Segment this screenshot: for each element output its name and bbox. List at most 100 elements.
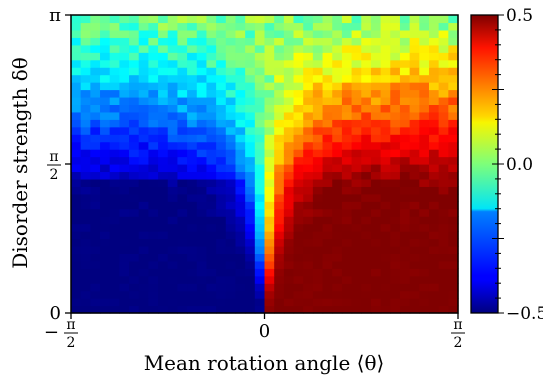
heatmap-cell bbox=[167, 238, 179, 247]
heatmap-cell bbox=[109, 15, 120, 24]
colorbar-tick-label: 0.5 bbox=[506, 6, 533, 26]
heatmap-cell bbox=[167, 260, 179, 269]
heatmap-cell bbox=[129, 44, 140, 53]
heatmap-cell bbox=[90, 268, 101, 277]
heatmap-cell bbox=[438, 208, 449, 217]
heatmap-cell bbox=[283, 283, 295, 292]
x-axis: − π20 π2 bbox=[44, 313, 465, 351]
heatmap-cell bbox=[138, 52, 150, 61]
heatmap-cell bbox=[419, 238, 430, 247]
heatmap-cell bbox=[167, 216, 179, 225]
heatmap-cell bbox=[409, 164, 420, 173]
heatmap-cell bbox=[254, 141, 266, 150]
heatmap-cell bbox=[245, 290, 256, 299]
heatmap-cell bbox=[448, 141, 459, 150]
heatmap-cell bbox=[264, 119, 275, 128]
heatmap-cell bbox=[138, 231, 150, 240]
heatmap-cell bbox=[100, 44, 111, 53]
heatmap-cell bbox=[119, 260, 130, 269]
heatmap-cell bbox=[293, 283, 304, 292]
heatmap-cell bbox=[254, 22, 266, 31]
heatmap-cell bbox=[100, 96, 111, 105]
heatmap-cell bbox=[129, 171, 140, 180]
heatmap-cell bbox=[245, 67, 256, 76]
heatmap-cell bbox=[225, 253, 237, 262]
heatmap-cell bbox=[438, 186, 449, 195]
heatmap-cell bbox=[245, 208, 256, 217]
heatmap-cell bbox=[187, 260, 198, 269]
heatmap-cell bbox=[119, 156, 130, 165]
heatmap-cell bbox=[438, 119, 449, 128]
heatmap-cell bbox=[341, 59, 353, 68]
heatmap-cell bbox=[225, 126, 237, 135]
heatmap-cell bbox=[390, 275, 401, 284]
heatmap-cell bbox=[312, 245, 324, 254]
heatmap-cell bbox=[187, 126, 198, 135]
heatmap-cell bbox=[196, 141, 208, 150]
heatmap-cell bbox=[332, 260, 343, 269]
heatmap-cell bbox=[303, 82, 314, 91]
heatmap-cell bbox=[196, 156, 208, 165]
heatmap-cell bbox=[390, 44, 401, 53]
heatmap-cell bbox=[448, 119, 459, 128]
heatmap-cell bbox=[109, 82, 120, 91]
heatmap-cell bbox=[225, 231, 237, 240]
heatmap-cell bbox=[100, 149, 111, 158]
heatmap-cell bbox=[283, 52, 295, 61]
heatmap-cell bbox=[264, 164, 275, 173]
x-tick-label: π2 bbox=[451, 317, 465, 351]
heatmap-cell bbox=[254, 283, 266, 292]
heatmap-cell bbox=[303, 260, 314, 269]
heatmap-cell bbox=[322, 74, 333, 83]
heatmap-cell bbox=[245, 164, 256, 173]
heatmap-cell bbox=[322, 231, 333, 240]
heatmap-cell bbox=[264, 305, 275, 314]
heatmap-cell bbox=[361, 208, 372, 217]
heatmap-cell bbox=[448, 67, 459, 76]
heatmap-cell bbox=[312, 275, 324, 284]
heatmap-cell bbox=[129, 253, 140, 262]
heatmap-cell bbox=[399, 216, 411, 225]
heatmap-cell bbox=[448, 186, 459, 195]
heatmap-cell bbox=[80, 67, 91, 76]
heatmap-cell bbox=[438, 223, 449, 232]
heatmap-cell bbox=[370, 119, 382, 128]
heatmap-cell bbox=[245, 223, 256, 232]
heatmap-cell bbox=[206, 268, 217, 277]
heatmap-cell bbox=[148, 52, 159, 61]
heatmap-cell bbox=[351, 171, 362, 180]
heatmap-cell bbox=[341, 305, 353, 314]
heatmap-cell bbox=[119, 223, 130, 232]
heatmap-cell bbox=[80, 134, 91, 143]
heatmap-cell bbox=[187, 82, 198, 91]
heatmap-cell bbox=[274, 59, 285, 68]
heatmap-cell bbox=[409, 126, 420, 135]
heatmap-cell bbox=[332, 149, 343, 158]
heatmap-cell bbox=[235, 283, 246, 292]
heatmap-cell bbox=[332, 52, 343, 61]
heatmap-cell bbox=[138, 223, 150, 232]
heatmap-cell bbox=[206, 223, 217, 232]
heatmap-cell bbox=[390, 238, 401, 247]
heatmap-cell bbox=[187, 305, 198, 314]
heatmap-cell bbox=[196, 298, 208, 307]
heatmap-cell bbox=[399, 141, 411, 150]
x-tick-text: 0 bbox=[259, 321, 270, 342]
heatmap-cell bbox=[254, 298, 266, 307]
heatmap-cell bbox=[380, 104, 391, 113]
heatmap-cell bbox=[303, 67, 314, 76]
heatmap-cell bbox=[341, 283, 353, 292]
heatmap-cell bbox=[187, 67, 198, 76]
heatmap-cell bbox=[245, 216, 256, 225]
heatmap-cell bbox=[283, 186, 295, 195]
heatmap-cell bbox=[138, 82, 150, 91]
heatmap-cell bbox=[419, 193, 430, 202]
heatmap-cell bbox=[283, 231, 295, 240]
heatmap-cell bbox=[351, 253, 362, 262]
heatmap-cell bbox=[370, 141, 382, 150]
heatmap-cell bbox=[380, 156, 391, 165]
heatmap-cell bbox=[138, 74, 150, 83]
heatmap-cell bbox=[390, 15, 401, 24]
heatmap-cell bbox=[80, 111, 91, 120]
heatmap-cell bbox=[419, 111, 430, 120]
